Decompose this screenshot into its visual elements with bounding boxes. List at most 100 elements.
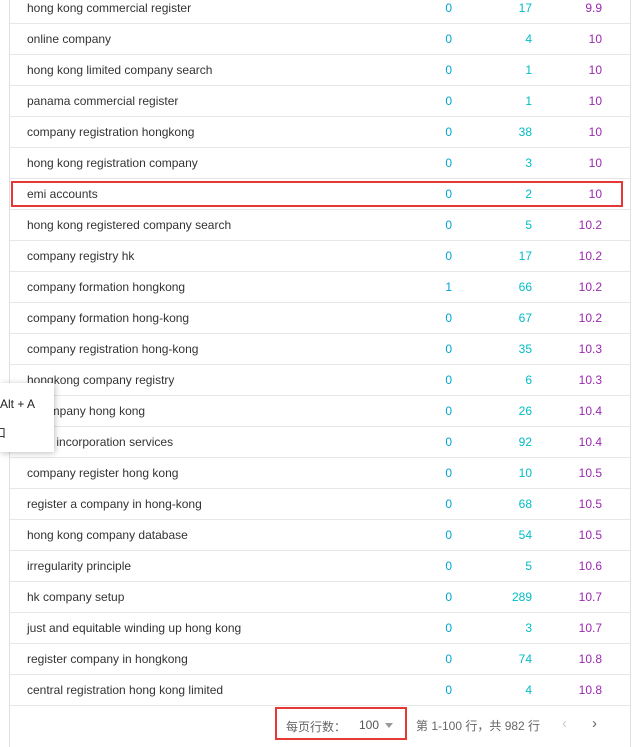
metric-col1-cell: 0 xyxy=(445,435,452,449)
table-row[interactable]: company registry hk 0 17 10.2 xyxy=(10,241,630,272)
keyword-cell: hong kong registration company xyxy=(27,156,198,170)
keyword-cell: online company xyxy=(27,32,112,46)
metric-col3-cell: 10 xyxy=(588,94,602,108)
metric-col1-cell: 0 xyxy=(445,249,452,263)
context-menu-window-item[interactable]: 口 xyxy=(0,426,7,440)
table-row[interactable]: company formation hongkong 1 66 10.2 xyxy=(10,272,630,303)
metric-col3-cell: 10.2 xyxy=(578,218,602,232)
table-row[interactable]: central registration hong kong limited 0 4… xyxy=(10,675,630,706)
metric-col1-cell: 0 xyxy=(445,404,452,418)
metric-col3-cell: 10.3 xyxy=(578,373,602,387)
keyword-cell: company registration hong-kong xyxy=(27,342,199,356)
table-row[interactable]: company registration hongkong 0 38 10 xyxy=(10,117,630,148)
metric-col3-cell: 10.5 xyxy=(578,497,602,511)
table-row[interactable]: kong incorporation services 0 92 10.4 xyxy=(10,427,630,458)
metric-col2-cell: 26 xyxy=(518,404,532,418)
table-row[interactable]: e company hong kong 0 26 10.4 xyxy=(10,396,630,427)
metric-col2-cell: 289 xyxy=(511,590,532,604)
keyword-cell: register a company in hong-kong xyxy=(27,497,202,511)
table-row[interactable]: register a company in hong-kong 0 68 10.5 xyxy=(10,489,630,520)
dropdown-caret-icon[interactable] xyxy=(385,723,393,728)
table-row[interactable]: emi accounts 0 2 10 xyxy=(10,179,630,210)
metric-col1-cell: 0 xyxy=(445,156,452,170)
keyword-cell: panama commercial register xyxy=(27,94,179,108)
metric-col3-cell: 10.6 xyxy=(578,559,602,573)
rows-per-page-value[interactable]: 100 xyxy=(359,718,380,732)
metric-col2-cell: 17 xyxy=(518,249,532,263)
prev-page-icon[interactable]: ‹ xyxy=(562,715,567,732)
metric-col3-cell: 10 xyxy=(588,187,602,201)
metric-col3-cell: 10.4 xyxy=(578,404,602,418)
next-page-icon[interactable]: › xyxy=(592,715,597,732)
keyword-cell: hong kong limited company search xyxy=(27,63,213,77)
metric-col1-cell: 0 xyxy=(445,218,452,232)
metric-col2-cell: 10 xyxy=(518,466,532,480)
metric-col2-cell: 2 xyxy=(525,187,532,201)
metric-col3-cell: 10.7 xyxy=(578,621,602,635)
table-row[interactable]: hong kong registration company 0 3 10 xyxy=(10,148,630,179)
metric-col1-cell: 0 xyxy=(445,32,452,46)
metric-col3-cell: 10.5 xyxy=(578,528,602,542)
keyword-cell: e company hong kong xyxy=(27,404,146,418)
table-row[interactable]: hong kong registered company search 0 5 10.… xyxy=(10,210,630,241)
metric-col3-cell: 10.2 xyxy=(578,280,602,294)
keyword-cell: hongkong company registry xyxy=(27,373,175,387)
metric-col2-cell: 67 xyxy=(518,311,532,325)
metric-col1-cell: 0 xyxy=(445,373,452,387)
metric-col3-cell: 10 xyxy=(588,156,602,170)
metric-col1-cell: 0 xyxy=(445,528,452,542)
metric-col2-cell: 38 xyxy=(518,125,532,139)
table-row[interactable]: online company 0 4 10 xyxy=(10,24,630,55)
metric-col1-cell: 0 xyxy=(445,342,452,356)
metric-col2-cell: 68 xyxy=(518,497,532,511)
metric-col3-cell: 10 xyxy=(588,63,602,77)
keyword-table-card: hong kong commercial register 0 17 9.9 onlin… xyxy=(9,0,631,747)
metric-col3-cell: 10.8 xyxy=(578,652,602,666)
keyword-cell: company registration hongkong xyxy=(27,125,195,139)
metric-col3-cell: 10.3 xyxy=(578,342,602,356)
table-row[interactable]: hongkong company registry 0 6 10.3 xyxy=(10,365,630,396)
table-row[interactable]: hong kong limited company search 0 1 10 xyxy=(10,55,630,86)
rows-per-page-label: 每页行数： xyxy=(286,720,347,734)
rows-per-page-select[interactable]: 每页行数： 100 xyxy=(275,707,407,740)
pagination-range-text: 第 1-100 行，共 982 行 xyxy=(416,719,541,733)
metric-col1-cell: 0 xyxy=(445,559,452,573)
metric-col2-cell: 6 xyxy=(525,373,532,387)
table-pagination-footer: 每页行数： 100 第 1-100 行，共 982 行 ‹ › xyxy=(10,706,630,747)
keyword-cell: hong kong commercial register xyxy=(27,1,192,15)
table-row[interactable]: company register hong kong 0 10 10.5 xyxy=(10,458,630,489)
context-menu-shortcut-item[interactable]: Alt + A xyxy=(0,397,36,411)
metric-col3-cell: 10 xyxy=(588,32,602,46)
metric-col2-cell: 92 xyxy=(518,435,532,449)
metric-col2-cell: 4 xyxy=(525,683,532,697)
keyword-cell: hong kong company database xyxy=(27,528,188,542)
metric-col3-cell: 10.2 xyxy=(578,311,602,325)
metric-col1-cell: 0 xyxy=(445,187,452,201)
table-row[interactable]: hong kong commercial register 0 17 9.9 xyxy=(10,0,630,24)
metric-col1-cell: 0 xyxy=(445,621,452,635)
metric-col3-cell: 9.9 xyxy=(585,1,602,15)
table-row[interactable]: company registration hong-kong 0 35 10.3 xyxy=(10,334,630,365)
table-row[interactable]: panama commercial register 0 1 10 xyxy=(10,86,630,117)
metric-col1-cell: 0 xyxy=(445,590,452,604)
metric-col2-cell: 17 xyxy=(518,1,532,15)
metric-col2-cell: 5 xyxy=(525,559,532,573)
metric-col1-cell: 0 xyxy=(445,683,452,697)
keyword-cell: hk company setup xyxy=(27,590,125,604)
metric-col1-cell: 1 xyxy=(445,280,452,294)
metric-col3-cell: 10.8 xyxy=(578,683,602,697)
metric-col3-cell: 10.5 xyxy=(578,466,602,480)
table-row[interactable]: irregularity principle 0 5 10.6 xyxy=(10,551,630,582)
table-row[interactable]: just and equitable winding up hong kong 0… xyxy=(10,613,630,644)
keyword-cell: central registration hong kong limited xyxy=(27,683,224,697)
metric-col3-cell: 10.4 xyxy=(578,435,602,449)
metric-col2-cell: 5 xyxy=(525,218,532,232)
table-row[interactable]: hk company setup 0 289 10.7 xyxy=(10,582,630,613)
keyword-cell: irregularity principle xyxy=(27,559,132,573)
table-row[interactable]: register company in hongkong 0 74 10.8 xyxy=(10,644,630,675)
metric-col2-cell: 3 xyxy=(525,621,532,635)
keyword-cell: hong kong registered company search xyxy=(27,218,232,232)
keyword-cell: company registry hk xyxy=(27,249,135,263)
table-row[interactable]: company formation hong-kong 0 67 10.2 xyxy=(10,303,630,334)
table-row[interactable]: hong kong company database 0 54 10.5 xyxy=(10,520,630,551)
